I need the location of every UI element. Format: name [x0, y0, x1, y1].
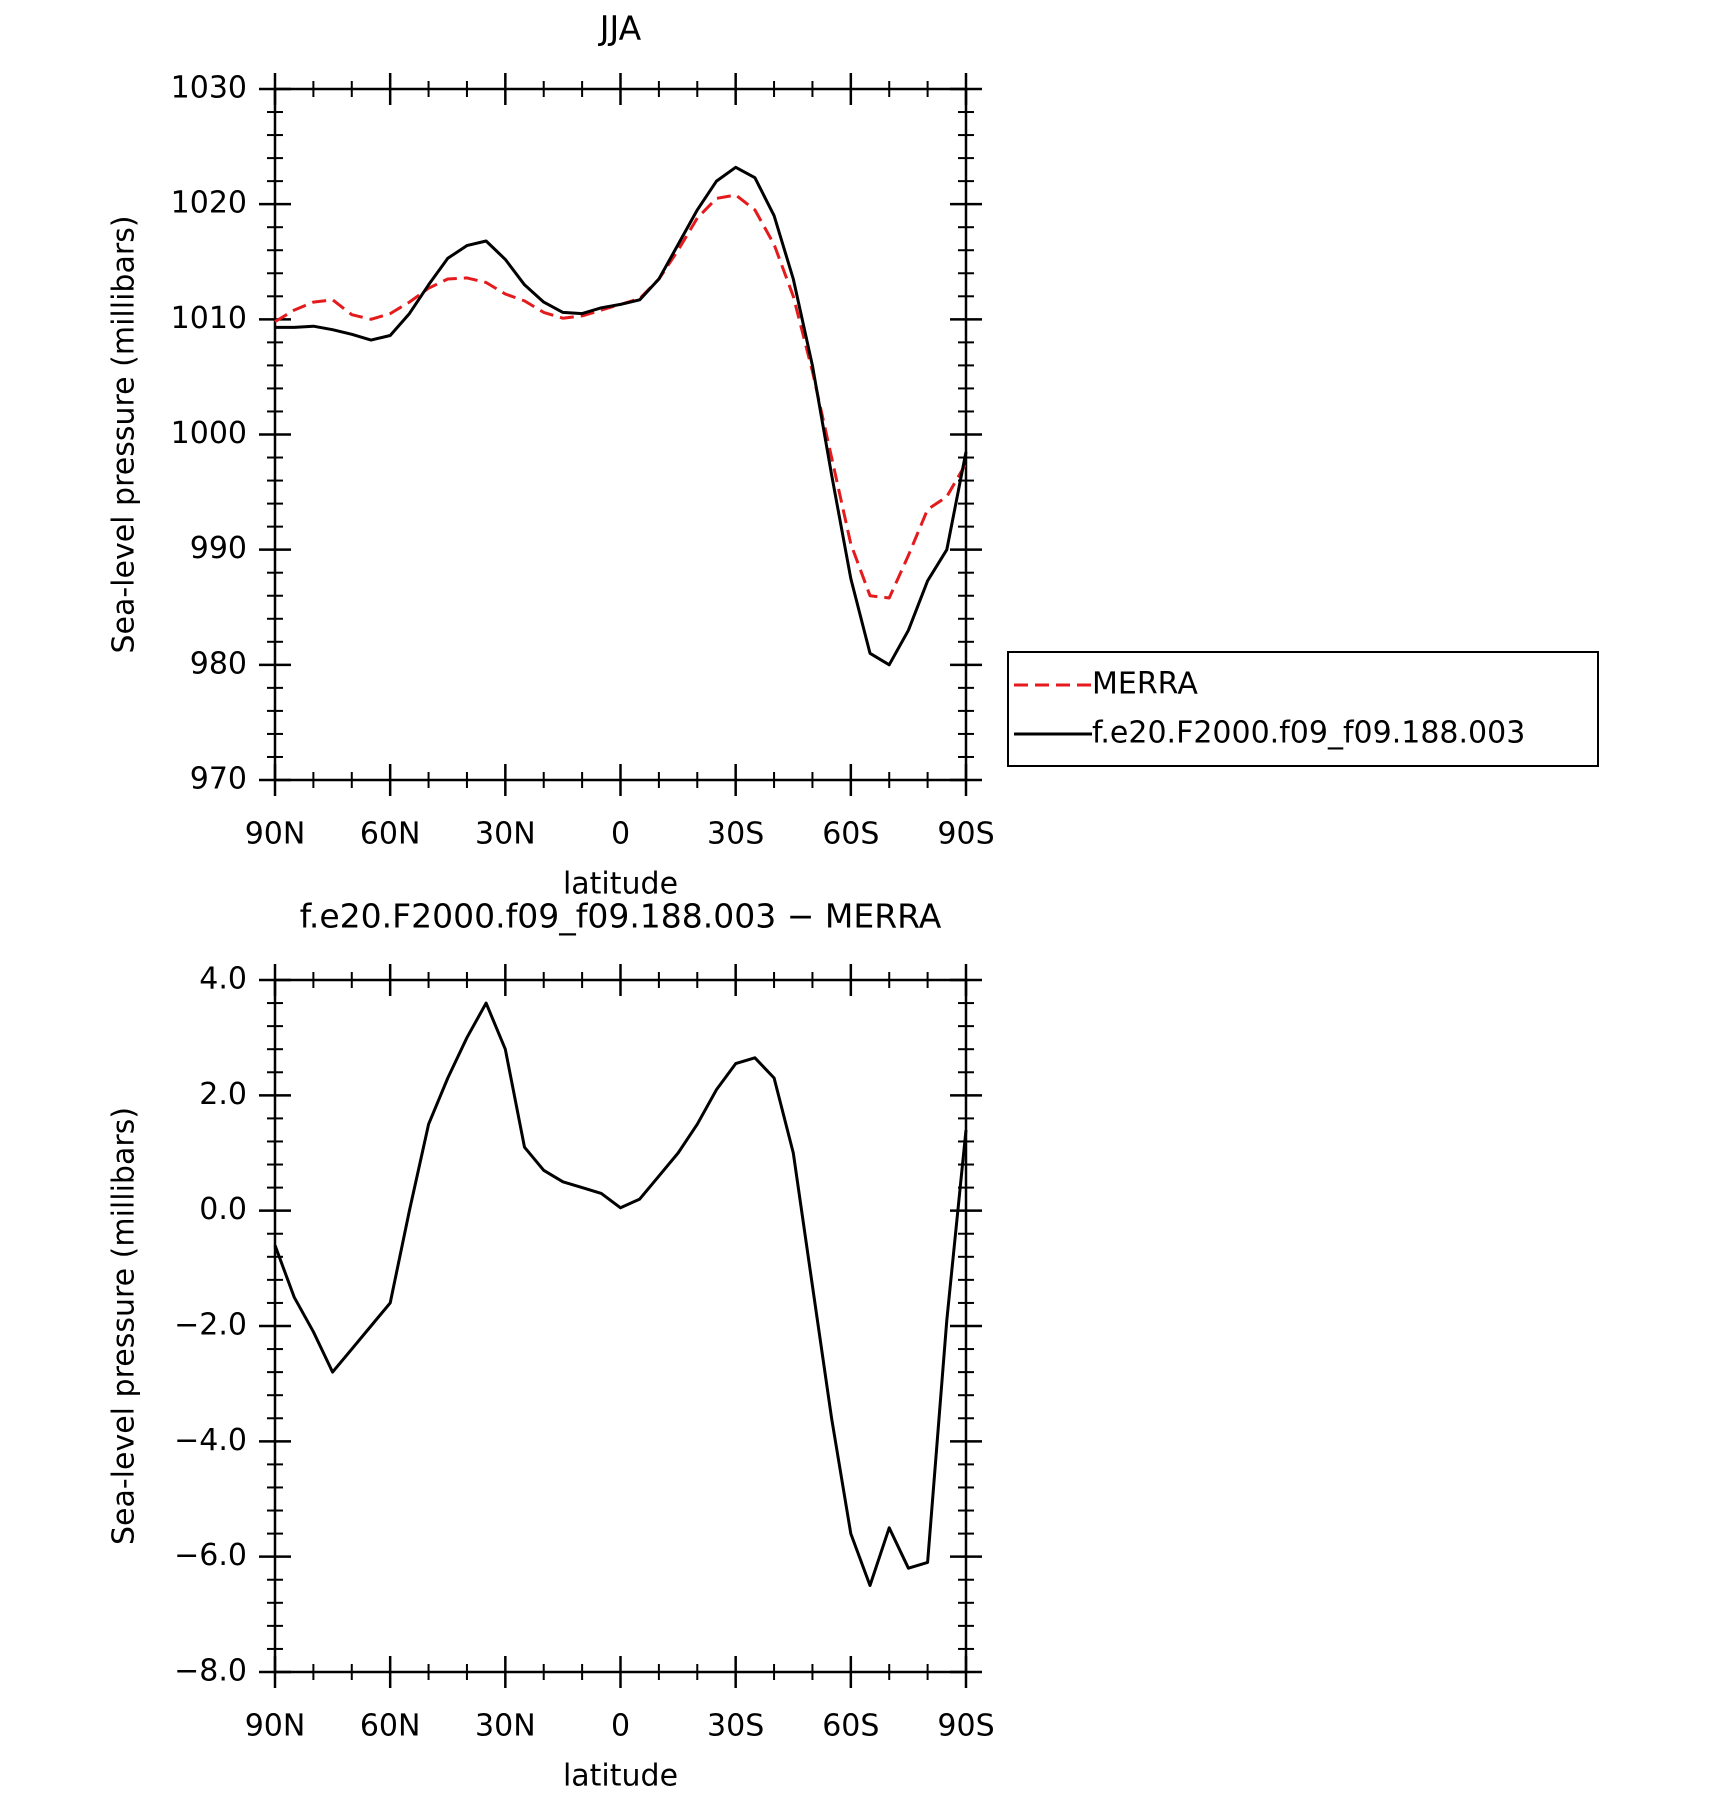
x-tick-label: 30N — [475, 817, 536, 852]
legend-box — [1007, 651, 1599, 767]
x-tick-label: 30S — [707, 1709, 764, 1744]
y-axis-label: Sea-level pressure (millibars) — [107, 215, 142, 653]
y-tick-label: 970 — [190, 762, 247, 797]
x-tick-label: 30S — [707, 817, 764, 852]
x-axis-label: latitude — [563, 867, 678, 902]
y-axis-label: Sea-level pressure (millibars) — [107, 1107, 142, 1545]
x-tick-label: 90S — [937, 1709, 994, 1744]
x-axis-label: latitude — [563, 1759, 678, 1794]
x-tick-label: 60N — [360, 817, 421, 852]
plot-frame — [273, 87, 968, 782]
x-tick-label: 60S — [822, 1709, 879, 1744]
y-tick-label: −6.0 — [174, 1538, 247, 1573]
y-tick-label: 980 — [190, 646, 247, 681]
data-line — [275, 165, 968, 667]
x-tick-label: 60N — [360, 1709, 421, 1744]
y-tick-label: −4.0 — [174, 1423, 247, 1458]
x-tick-label: 90N — [245, 817, 306, 852]
data-line — [274, 193, 968, 600]
legend-label: f.e20.F2000.f09_f09.188.003 — [1092, 716, 1525, 751]
x-tick-label: 90S — [937, 817, 994, 852]
y-tick-label: −8.0 — [174, 1654, 247, 1689]
x-tick-label: 0 — [611, 817, 630, 852]
y-tick-label: 1020 — [171, 186, 247, 221]
data-line — [273, 1001, 968, 1587]
y-tick-label: 1030 — [171, 71, 247, 106]
x-tick-label: 90N — [245, 1709, 306, 1744]
y-tick-label: −2.0 — [174, 1308, 247, 1343]
x-tick-label: 0 — [611, 1709, 630, 1744]
x-tick-label: 30N — [475, 1709, 536, 1744]
legend-label: MERRA — [1092, 667, 1198, 702]
chart-title: f.e20.F2000.f09_f09.188.003 − MERRA — [300, 897, 942, 936]
y-tick-label: 990 — [190, 531, 247, 566]
y-tick-label: 0.0 — [199, 1192, 247, 1227]
y-tick-label: 4.0 — [199, 962, 247, 997]
y-tick-label: 2.0 — [199, 1077, 247, 1112]
x-tick-label: 60S — [822, 817, 879, 852]
y-tick-label: 1010 — [171, 301, 247, 336]
y-tick-label: 1000 — [171, 416, 247, 451]
chart-title: JJA — [598, 9, 642, 48]
